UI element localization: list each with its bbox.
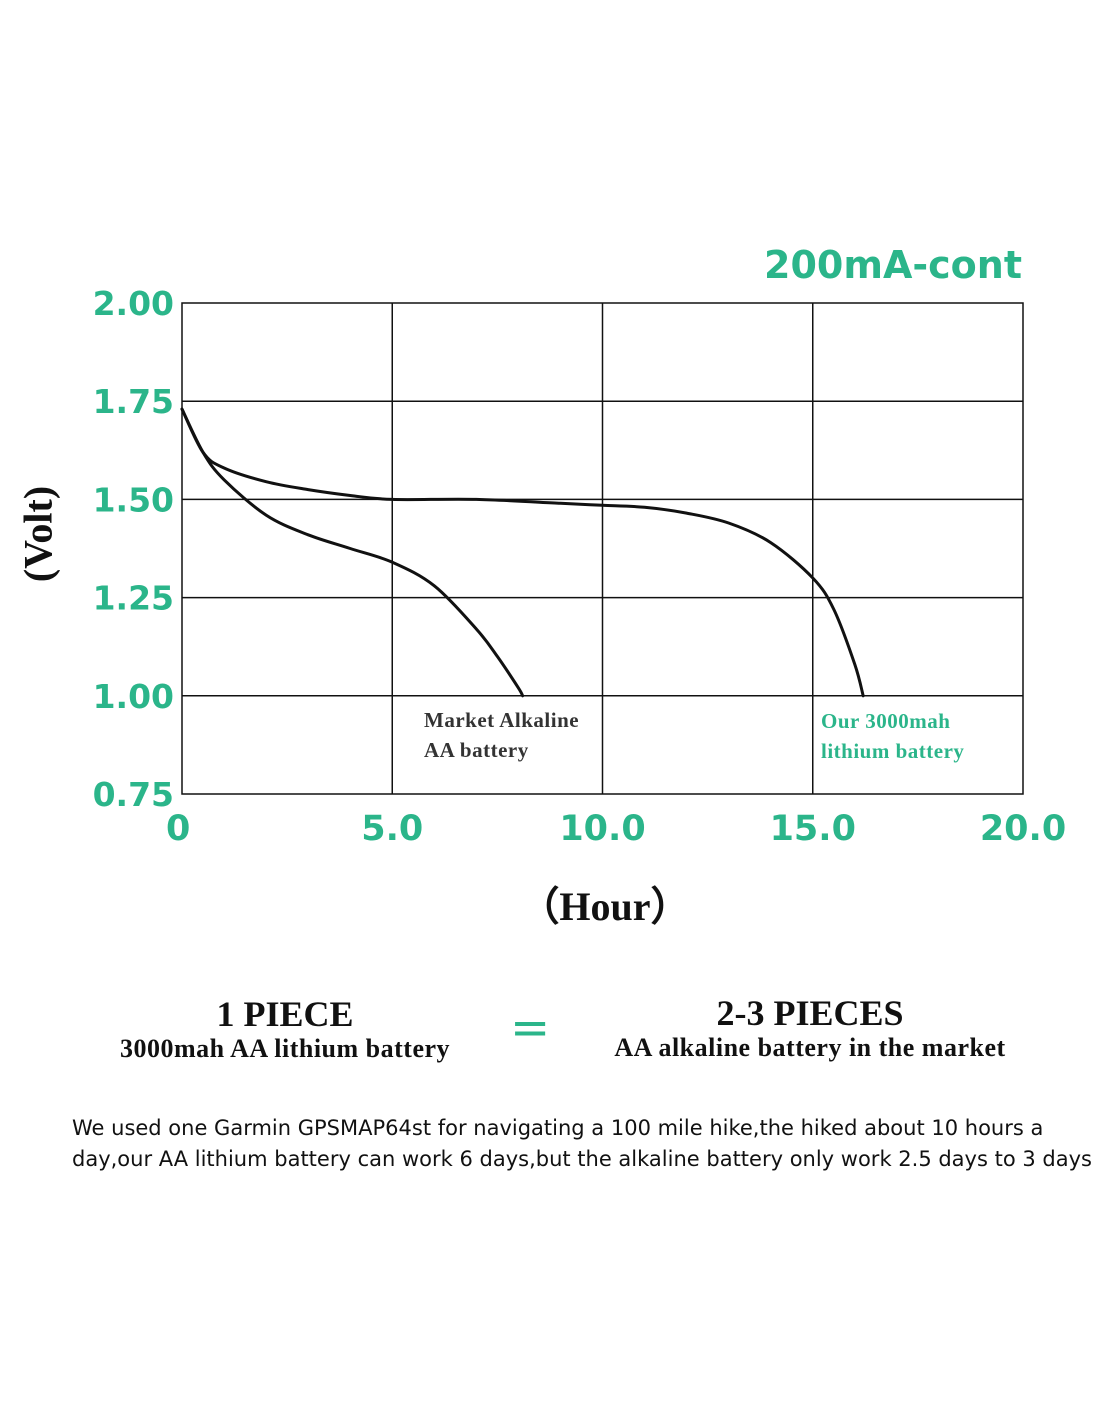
- y-axis-label: (Volt): [15, 485, 61, 583]
- y-tick-label: 2.00: [93, 284, 174, 323]
- x-tick-label: 20.0: [980, 809, 1066, 849]
- y-tick-label: 1.75: [93, 382, 174, 421]
- usage-note: We used one Garmin GPSMAP64st for naviga…: [72, 1116, 1092, 1171]
- y-tick-label: 1.25: [93, 579, 174, 618]
- discharge-chart: 2.00 1.75 1.50 1.25 1.00 0.75 0 5.0 10.0 15.0 20.…: [93, 284, 1067, 849]
- y-tick-label: 0.75: [93, 775, 174, 814]
- equivalence-right: 2-3 PIECES AA alkaline battery in the ma…: [590, 993, 1030, 1063]
- y-tick-label: 1.00: [93, 677, 174, 716]
- lithium-discharge-curve: [180, 407, 865, 698]
- x-tick-label: 15.0: [770, 809, 856, 849]
- equivalence-right-desc: AA alkaline battery in the market: [614, 1033, 1006, 1062]
- equivalence-left-desc: 3000mah AA lithium battery: [119, 1034, 451, 1063]
- x-axis-ticks: 0 5.0 10.0 15.0 20.0: [166, 809, 1066, 849]
- equals-sign: =: [510, 1000, 551, 1056]
- chart-grid: [181, 302, 1024, 795]
- x-axis-label: （Hour）: [519, 884, 691, 929]
- test-condition-label: 200mA-cont: [764, 243, 1022, 287]
- equivalence-left: 1 PIECE 3000mah AA lithium battery: [85, 994, 485, 1064]
- y-axis-ticks: 2.00 1.75 1.50 1.25 1.00 0.75: [93, 284, 174, 814]
- alkaline-discharge-curve: [180, 407, 525, 698]
- x-tick-label: 10.0: [559, 809, 645, 849]
- lithium-label-line-2: lithium battery: [821, 739, 965, 763]
- alkaline-label-line-1: Market Alkaline: [424, 708, 580, 732]
- equivalence-right-count: 2-3 PIECES: [716, 993, 904, 1033]
- alkaline-series-label: Market Alkaline AA battery: [424, 705, 579, 765]
- x-tick-label: 0: [166, 809, 190, 849]
- lithium-series-label: Our 3000mah lithium battery: [821, 706, 964, 766]
- y-tick-label: 1.50: [93, 480, 174, 519]
- x-tick-label: 5.0: [361, 809, 423, 849]
- alkaline-label-line-2: AA battery: [424, 738, 529, 762]
- chart-series: [180, 407, 865, 698]
- equivalence-left-count: 1 PIECE: [216, 994, 354, 1034]
- lithium-label-line-1: Our 3000mah: [821, 709, 951, 733]
